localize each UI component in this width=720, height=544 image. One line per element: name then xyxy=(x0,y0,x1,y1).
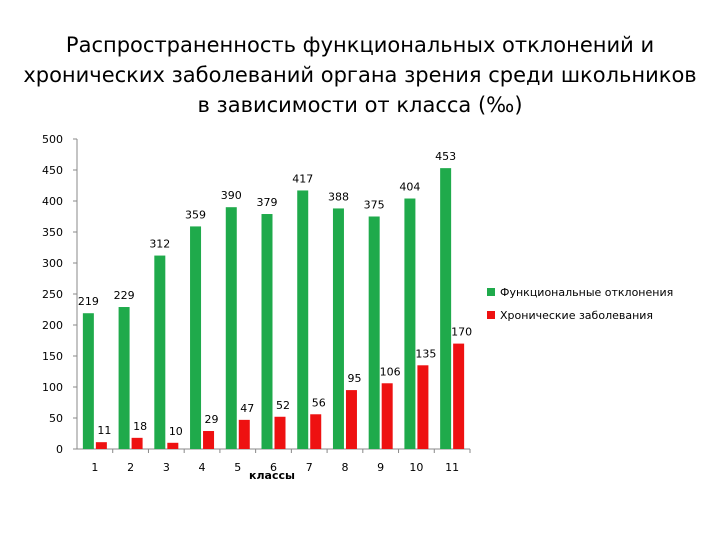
x-tick-label: 7 xyxy=(306,461,313,474)
x-tick-label: 5 xyxy=(234,461,241,474)
data-label-functional: 390 xyxy=(221,189,242,202)
y-tick-label: 300 xyxy=(42,257,63,270)
x-tick-label: 9 xyxy=(377,461,384,474)
bar-functional xyxy=(440,168,452,449)
legend-label: Функциональные отклонения xyxy=(500,286,673,299)
bar-chronic xyxy=(203,431,215,449)
data-label-functional: 388 xyxy=(328,190,349,203)
data-label-functional: 312 xyxy=(149,238,170,251)
data-label-functional: 404 xyxy=(399,181,420,194)
bar-functional xyxy=(404,198,416,449)
bar-functional xyxy=(368,216,380,449)
data-label-chronic: 95 xyxy=(347,372,361,385)
x-tick-label: 11 xyxy=(445,461,459,474)
bar-chronic xyxy=(95,442,107,449)
bar-chronic xyxy=(345,390,357,449)
legend-label: Хронические заболевания xyxy=(500,309,653,322)
data-label-functional: 417 xyxy=(292,172,313,185)
bar-chronic xyxy=(238,419,250,449)
data-label-chronic: 56 xyxy=(312,396,326,409)
x-tick-label: 10 xyxy=(409,461,423,474)
y-tick-label: 500 xyxy=(42,133,63,146)
y-tick-label: 0 xyxy=(56,443,63,456)
bar-chronic xyxy=(310,414,322,449)
data-label-functional: 359 xyxy=(185,208,206,221)
data-label-chronic: 170 xyxy=(451,326,472,339)
bar-chronic xyxy=(274,416,286,449)
data-label-functional: 379 xyxy=(257,196,278,209)
bar-functional xyxy=(332,208,344,449)
legend-swatch xyxy=(487,288,495,296)
data-label-chronic: 10 xyxy=(169,425,183,438)
y-tick-label: 150 xyxy=(42,350,63,363)
y-tick-label: 450 xyxy=(42,164,63,177)
data-label-chronic: 106 xyxy=(380,365,401,378)
bar-functional xyxy=(154,255,166,449)
data-label-chronic: 135 xyxy=(415,347,436,360)
bar-chronic xyxy=(453,343,465,449)
y-tick-label: 400 xyxy=(42,195,63,208)
bar-functional xyxy=(118,307,130,449)
y-tick-label: 250 xyxy=(42,288,63,301)
data-label-functional: 453 xyxy=(435,150,456,163)
slide-title: Распространенность функциональных отклон… xyxy=(23,33,697,117)
y-tick-label: 350 xyxy=(42,226,63,239)
y-tick-label: 200 xyxy=(42,319,63,332)
bar-functional xyxy=(225,207,237,449)
x-tick-label: 6 xyxy=(270,461,277,474)
x-tick-label: 2 xyxy=(127,461,134,474)
x-tick-label: 1 xyxy=(91,461,98,474)
data-label-functional: 219 xyxy=(78,295,99,308)
data-label-chronic: 52 xyxy=(276,399,290,412)
bar-functional xyxy=(261,214,273,449)
bar-functional xyxy=(297,190,309,449)
data-label-functional: 229 xyxy=(114,289,135,302)
data-label-chronic: 47 xyxy=(240,402,254,415)
data-label-chronic: 11 xyxy=(97,424,111,437)
x-tick-label: 8 xyxy=(341,461,348,474)
y-tick-label: 100 xyxy=(42,381,63,394)
bar-chronic xyxy=(167,442,179,449)
bar-chronic xyxy=(131,437,143,449)
y-tick-label: 50 xyxy=(49,412,63,425)
legend-swatch xyxy=(487,311,495,319)
x-tick-label: 3 xyxy=(163,461,170,474)
data-label-functional: 375 xyxy=(364,199,385,212)
bar-chronic xyxy=(417,365,429,449)
x-axis-title: классы xyxy=(249,469,295,482)
x-tick-label: 4 xyxy=(199,461,206,474)
data-label-chronic: 29 xyxy=(205,413,219,426)
bar-functional xyxy=(82,313,94,449)
data-label-chronic: 18 xyxy=(133,420,147,433)
bar-functional xyxy=(190,226,202,449)
bar-chronic xyxy=(381,383,393,449)
